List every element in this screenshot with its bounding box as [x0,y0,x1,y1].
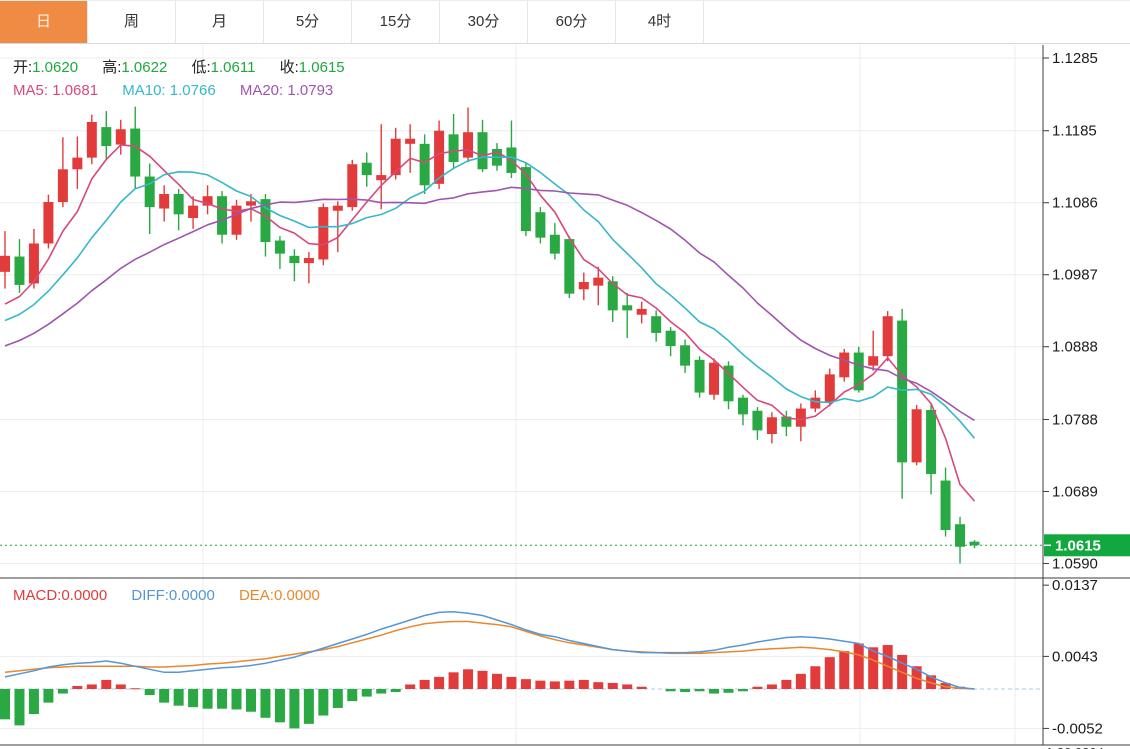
dea-label: DEA: [238,587,274,604]
tab-60min[interactable]: 60分 [528,1,616,43]
svg-text:1.0615: 1.0615 [1055,537,1101,554]
tab-day[interactable]: 日 [0,1,88,43]
macd-label: MACD: [13,587,62,604]
open-value: 1.0620 [32,59,79,76]
ma20-value: 1.0793 [287,82,334,99]
tab-15min[interactable]: 15分 [352,1,440,43]
svg-text:0.0043: 0.0043 [1052,648,1098,665]
svg-text:1.1285: 1.1285 [1052,50,1098,67]
svg-text:1.0590: 1.0590 [1052,555,1098,572]
svg-text:-0.0052: -0.0052 [1052,720,1103,737]
svg-text:1.0788: 1.0788 [1052,411,1098,428]
high-value: 1.0622 [121,59,168,76]
gridlines [0,45,1043,744]
tab-30min[interactable]: 30分 [440,1,528,43]
svg-text:1.0987: 1.0987 [1052,267,1098,284]
open-label: 开: [13,59,33,76]
svg-text:1.0689: 1.0689 [1052,483,1098,500]
tab-4hour[interactable]: 4时 [616,1,704,43]
close-label: 收: [279,59,299,76]
price-axis-labels: 1.1285 1.1185 1.1086 1.0987 1.0888 1.0788 1.06… [1043,50,1104,749]
current-price-badge: 1.0615 [1044,534,1130,557]
low-value: 1.0611 [210,59,256,76]
svg-text:1.1185: 1.1185 [1052,123,1097,140]
ma10-label: MA10: [122,82,166,99]
tab-month[interactable]: 月 [176,1,264,43]
diff-label: DIFF: [131,587,169,604]
ma5-label: MA5: [13,82,49,99]
tab-5min[interactable]: 5分 [264,1,352,43]
panel-borders [0,45,1130,746]
dea-value: 0.0000 [273,587,320,604]
ma-legend: MA5: 1.0681 MA10: 1.0766 MA20: 1.0793 [13,82,353,99]
tab-week[interactable]: 周 [88,1,176,43]
svg-text:1.30.0894: 1.30.0894 [1046,745,1104,749]
low-label: 低: [191,59,211,76]
macd-legend: MACD:0.0000 DIFF:0.0000 DEA:0.0000 [13,587,340,604]
ma20-label: MA20: [239,82,284,99]
ma-lines [4,144,976,502]
period-tabbar: 日周月 5分 15分 30分 60分 4时 [0,0,1130,44]
svg-text:1.1086: 1.1086 [1052,195,1098,212]
macd-value: 0.0000 [61,587,108,604]
ohlc-legend: 开:1.0620 高:1.0622 低:1.0611 收:1.0615 [13,56,365,77]
ma10-value: 1.0766 [169,82,216,99]
high-label: 高: [102,59,122,76]
macd-panel [0,610,975,729]
svg-text:1.0888: 1.0888 [1052,339,1098,356]
ma5-value: 1.0681 [52,82,99,99]
close-value: 1.0615 [298,59,345,76]
diff-value: 0.0000 [168,587,215,604]
candlesticks [0,106,980,564]
svg-text:0.0137: 0.0137 [1052,577,1098,594]
